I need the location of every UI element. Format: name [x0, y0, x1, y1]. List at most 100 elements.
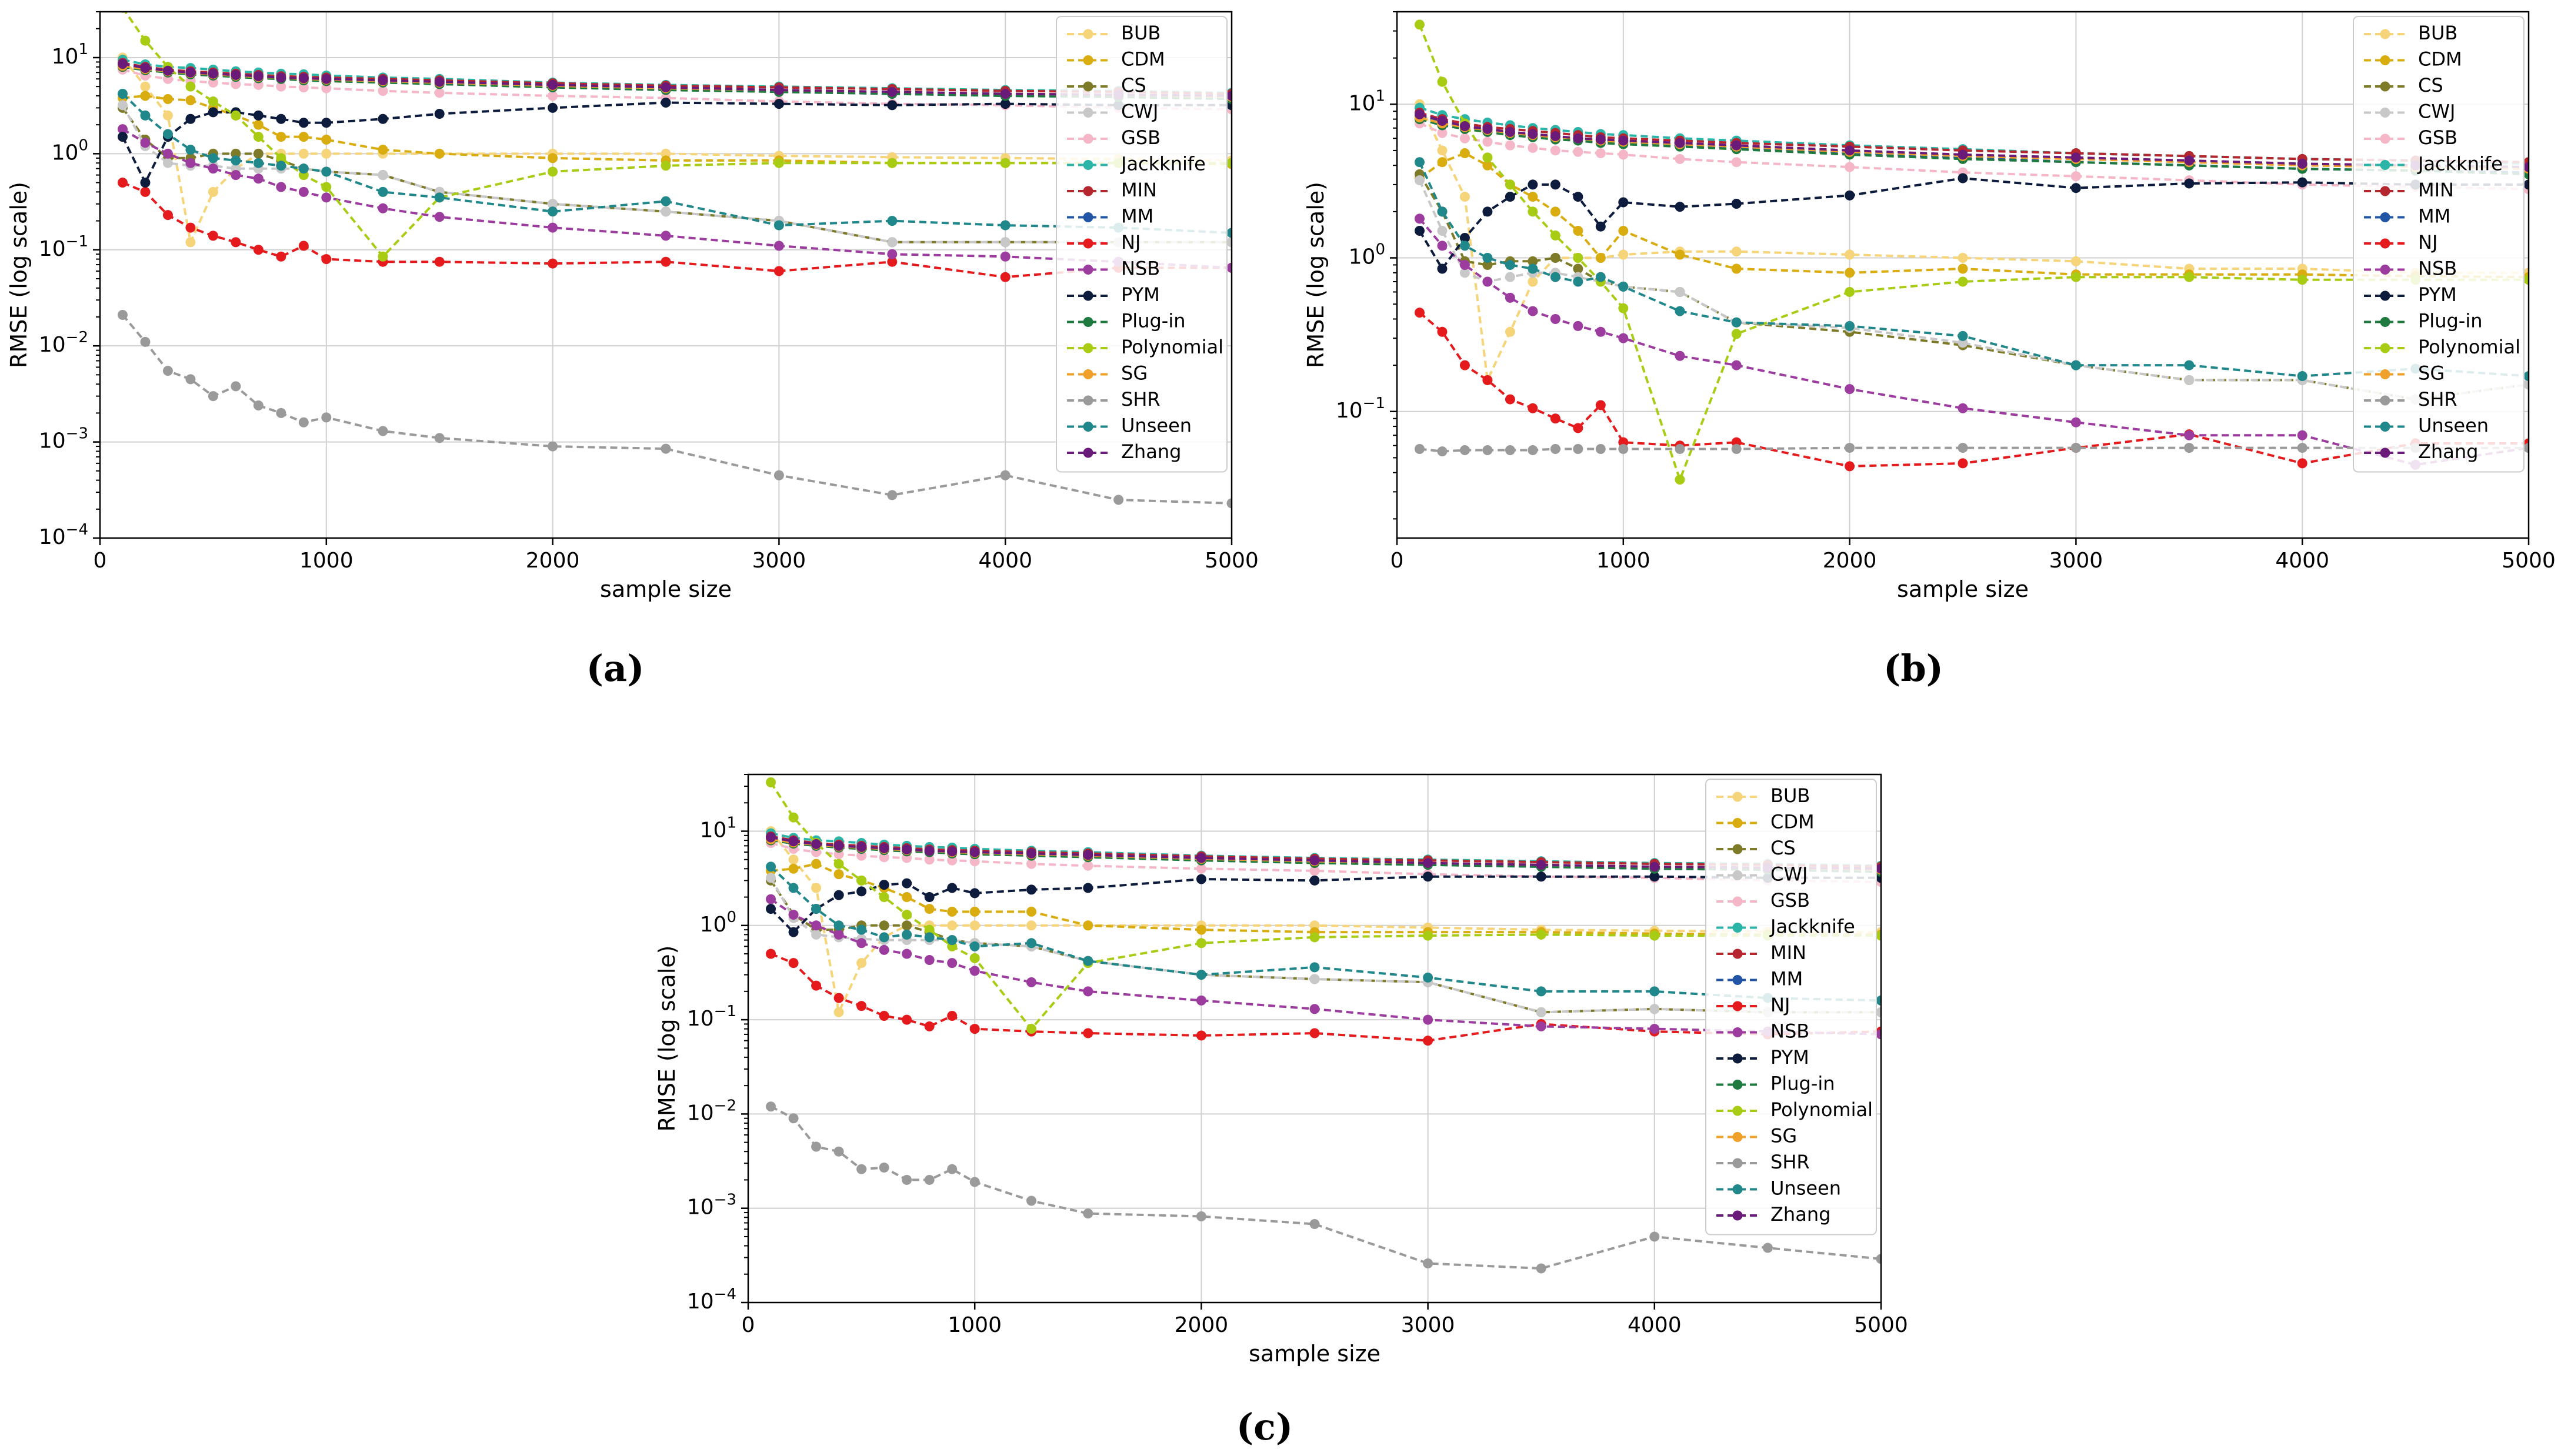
legend-marker	[1732, 870, 1743, 880]
legend-label: Plug-in	[2418, 310, 2483, 332]
legend-marker	[1732, 1210, 1743, 1221]
legend-marker	[1732, 844, 1743, 854]
data-point-cwj	[1649, 1004, 1660, 1014]
data-point-nsb	[887, 249, 898, 259]
legend-label: CDM	[1121, 48, 1165, 71]
data-point-nj	[231, 237, 241, 248]
data-point-unseen	[1083, 956, 1093, 966]
legend-label: Polynomial	[1121, 336, 1223, 358]
data-point-shr	[1226, 498, 1232, 509]
data-point-unseen	[140, 110, 151, 121]
data-point-unseen	[902, 929, 912, 940]
data-point-pym	[2070, 183, 2081, 193]
data-point-zhang	[833, 840, 844, 851]
data-point-cwj	[162, 158, 173, 168]
data-point-cwj	[117, 100, 128, 111]
data-point-gsb	[1026, 859, 1036, 869]
data-point-nj	[1309, 1028, 1320, 1038]
data-point-zhang	[661, 82, 671, 93]
data-point-zhang	[879, 843, 889, 853]
data-point-nsb	[902, 949, 912, 959]
y-tick-label: 10−2	[39, 329, 88, 358]
data-point-shr	[185, 374, 196, 385]
data-point-cdm	[833, 869, 844, 880]
legend-item: NJ	[1716, 994, 1790, 1016]
legend-label: MM	[2418, 205, 2450, 228]
data-point-polynomial	[1958, 276, 1968, 287]
data-point-gsb	[1083, 860, 1093, 871]
data-point-gsb	[321, 83, 332, 93]
data-point-cdm	[1845, 268, 1855, 278]
data-point-cwj	[548, 199, 558, 209]
data-point-polynomial	[1026, 1024, 1036, 1034]
data-point-nj	[947, 1010, 958, 1021]
data-point-zhang	[434, 76, 445, 87]
data-point-pym	[1618, 197, 1629, 208]
x-tick-label: 0	[742, 1313, 755, 1337]
data-point-polynomial	[661, 161, 671, 171]
data-point-unseen	[1845, 320, 1855, 331]
data-point-gsb	[1459, 133, 1470, 143]
series-group	[1414, 19, 2529, 485]
data-point-nj	[253, 245, 264, 255]
data-point-bub	[1731, 246, 1742, 257]
data-point-nsb	[1505, 292, 1515, 303]
data-point-cwj	[1459, 268, 1470, 278]
data-point-polynomial	[902, 910, 912, 920]
data-point-polynomial	[253, 132, 264, 142]
data-point-nsb	[1309, 1004, 1320, 1014]
legend-item: SG	[1067, 362, 1148, 385]
x-axis-label: sample size	[1249, 1341, 1380, 1367]
legend-marker	[1083, 317, 1093, 327]
data-point-gsb	[1675, 153, 1685, 164]
data-point-nj	[1423, 1036, 1433, 1046]
data-point-unseen	[1573, 276, 1583, 287]
legend-item: Zhang	[2364, 440, 2478, 463]
legend-label: GSB	[2418, 126, 2457, 149]
data-point-nsb	[231, 170, 241, 181]
legend-item: GSB	[2364, 126, 2457, 149]
legend: BUB CDM CS CWJ GSB Jackknife MIN MM NJ NSB PYM Plug…	[1705, 779, 1877, 1235]
data-point-nsb	[2184, 430, 2195, 440]
data-point-nsb	[185, 158, 196, 168]
data-point-polynomial	[1309, 932, 1320, 943]
data-point-gsb	[276, 81, 286, 92]
data-point-zhang	[140, 63, 151, 74]
legend-item: SHR	[1067, 388, 1161, 410]
legend-marker	[2380, 133, 2390, 144]
data-point-unseen	[788, 883, 799, 893]
legend-label: CS	[1770, 837, 1796, 859]
data-point-pym	[1595, 221, 1606, 232]
data-point-shr	[1731, 444, 1742, 455]
data-point-nsb	[276, 182, 286, 192]
legend-marker	[2380, 238, 2390, 249]
data-point-shr	[1876, 1254, 1881, 1264]
x-tick-label: 2000	[1823, 549, 1877, 573]
data-point-zhang	[1459, 121, 1470, 132]
legend-label: Jackknife	[1120, 153, 1206, 175]
data-point-nj	[924, 1021, 935, 1031]
data-point-unseen	[1649, 986, 1660, 997]
data-point-unseen	[321, 166, 332, 177]
legend-marker	[2380, 317, 2390, 327]
data-point-pym	[1528, 179, 1538, 190]
y-tick-label: 100	[52, 136, 88, 165]
data-point-unseen	[661, 196, 671, 206]
caption-a: (a)	[586, 647, 645, 690]
legend-label: NJ	[2418, 231, 2437, 253]
legend-label: CWJ	[1121, 101, 1158, 123]
data-point-cwj	[811, 929, 822, 940]
data-point-unseen	[1226, 228, 1232, 238]
legend-item: Unseen	[1067, 415, 1192, 437]
data-point-shr	[276, 408, 286, 418]
legend-marker	[1732, 1027, 1743, 1037]
data-point-pym	[887, 100, 898, 111]
legend: BUB CDM CS CWJ GSB Jackknife MIN MM NJ NSB PYM Plug…	[2353, 16, 2525, 473]
data-point-gsb	[1309, 866, 1320, 876]
legend-marker	[1083, 29, 1093, 39]
data-point-nsb	[253, 173, 264, 184]
data-point-unseen	[231, 155, 241, 166]
data-point-gsb	[1505, 140, 1515, 151]
